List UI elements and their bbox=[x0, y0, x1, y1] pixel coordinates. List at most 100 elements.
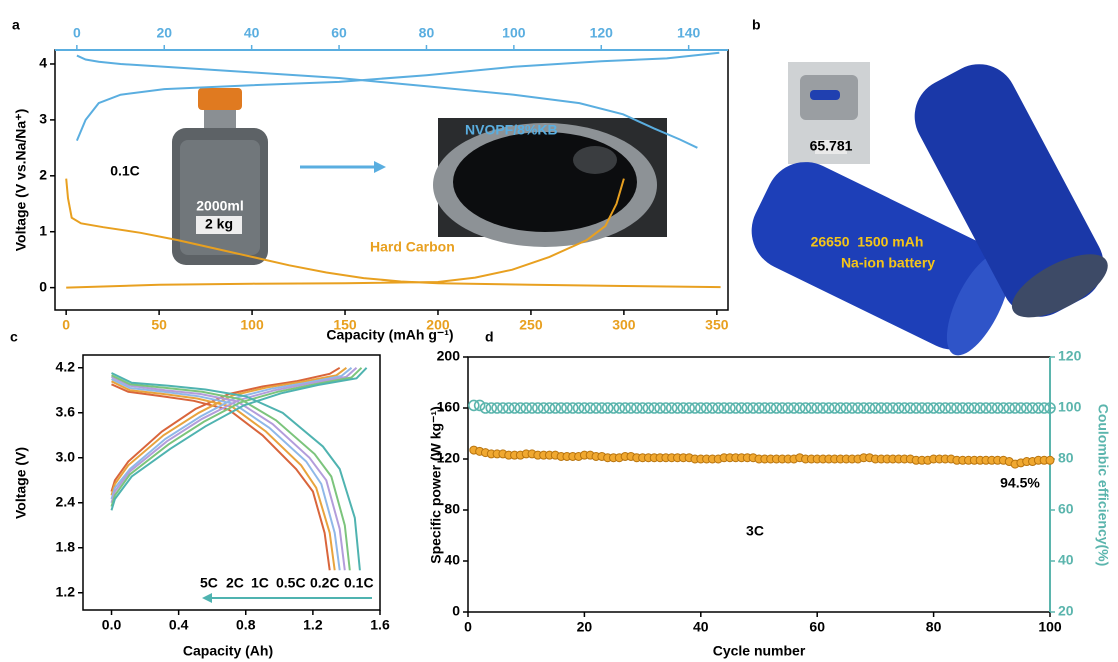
data-point bbox=[869, 402, 882, 414]
x2-tick-label: 100 bbox=[502, 25, 526, 41]
annotation: 3C bbox=[746, 523, 764, 539]
data-point bbox=[566, 402, 579, 414]
data-point bbox=[660, 402, 672, 414]
x-tick-label: 80 bbox=[926, 619, 942, 635]
data-point bbox=[793, 402, 806, 414]
x-tick-label: 350 bbox=[705, 317, 729, 333]
data-point bbox=[671, 402, 684, 414]
x-axis-label: Capacity (Ah) bbox=[183, 643, 273, 659]
data-point bbox=[799, 402, 812, 414]
data-point bbox=[881, 402, 893, 414]
data-point bbox=[945, 402, 957, 414]
data-line bbox=[110, 367, 353, 571]
data-line bbox=[75, 51, 720, 149]
x2-tick-label: 0 bbox=[73, 25, 81, 41]
data-line bbox=[110, 367, 363, 571]
series-label: NVOPF/8%KB bbox=[465, 122, 558, 138]
data-point bbox=[933, 402, 946, 414]
data-point bbox=[741, 402, 754, 414]
x-tick-label: 20 bbox=[577, 619, 593, 635]
data-point bbox=[1009, 402, 1021, 414]
data-point bbox=[956, 402, 969, 414]
data-point bbox=[625, 402, 637, 414]
data-point bbox=[1026, 402, 1039, 414]
y-tick-label: 4 bbox=[39, 55, 47, 71]
data-point bbox=[939, 402, 952, 414]
x-tick-label: 1.2 bbox=[303, 617, 323, 633]
data-point bbox=[654, 402, 666, 414]
y2-tick-label: 20 bbox=[1058, 603, 1074, 619]
data-point bbox=[508, 402, 521, 414]
data-point bbox=[910, 402, 922, 414]
panel-label: d bbox=[485, 329, 494, 345]
y-axis-label: Voltage (V vs.Na/Na⁺) bbox=[13, 109, 29, 252]
data-point bbox=[700, 402, 713, 414]
scale-reading: 65.781 bbox=[810, 138, 853, 154]
data-point bbox=[1015, 402, 1027, 414]
data-point bbox=[1044, 402, 1056, 414]
data-point bbox=[561, 402, 573, 414]
x-tick-label: 150 bbox=[333, 317, 357, 333]
data-point bbox=[706, 402, 719, 414]
data-point bbox=[764, 402, 777, 414]
y2-axis-label: Coulombic efficiency(%) bbox=[1095, 404, 1111, 567]
data-point bbox=[555, 402, 567, 414]
y-tick-label: 1.8 bbox=[56, 538, 76, 554]
data-point bbox=[1032, 402, 1045, 414]
data-line bbox=[110, 367, 368, 571]
data-point bbox=[817, 402, 829, 414]
battery-label: 26650 1500 mAh bbox=[811, 234, 924, 250]
y-axis-label: Specific power (W kg⁻¹) bbox=[428, 406, 444, 564]
y-tick-label: 3.6 bbox=[56, 403, 76, 419]
y-tick-label: 3.0 bbox=[56, 448, 76, 464]
data-line bbox=[65, 178, 721, 289]
data-point bbox=[468, 399, 480, 412]
x-tick-label: 0 bbox=[62, 317, 70, 333]
data-point bbox=[729, 402, 742, 414]
x-tick-label: 1.6 bbox=[370, 617, 390, 633]
data-point bbox=[805, 402, 818, 414]
data-point bbox=[630, 402, 643, 414]
battery-label: Na-ion battery bbox=[841, 255, 935, 271]
x-axis-label: Cycle number bbox=[713, 643, 806, 659]
x2-tick-label: 120 bbox=[590, 25, 614, 41]
annotation: 0.1C bbox=[110, 163, 140, 179]
series-label: Hard Carbon bbox=[370, 239, 455, 255]
data-point bbox=[823, 402, 835, 414]
x-tick-label: 50 bbox=[151, 317, 167, 333]
data-point bbox=[526, 402, 538, 414]
data-point bbox=[572, 402, 585, 414]
plot-frame bbox=[82, 354, 381, 611]
x-tick-label: 0.8 bbox=[236, 617, 256, 633]
y2-tick-label: 40 bbox=[1058, 552, 1074, 568]
data-point bbox=[863, 402, 876, 414]
y-tick-label: 40 bbox=[444, 552, 460, 568]
plot-frame bbox=[467, 356, 1051, 613]
legend-entry: 0.5C bbox=[276, 575, 306, 591]
data-point bbox=[607, 402, 620, 414]
data-point bbox=[875, 402, 888, 414]
data-point bbox=[636, 402, 649, 414]
data-point bbox=[648, 402, 661, 414]
y-tick-label: 0 bbox=[39, 278, 47, 294]
data-point bbox=[596, 402, 608, 414]
bottle-photo bbox=[172, 88, 268, 265]
data-point bbox=[834, 402, 847, 414]
data-point bbox=[514, 402, 527, 414]
data-point bbox=[485, 402, 498, 414]
x-tick-label: 100 bbox=[240, 317, 264, 333]
data-point bbox=[584, 402, 597, 414]
data-point bbox=[665, 402, 678, 414]
annotation: 94.5% bbox=[1000, 475, 1040, 491]
data-point bbox=[689, 402, 701, 414]
x-axis-label: Capacity (mAh g⁻¹) bbox=[326, 327, 453, 343]
x2-tick-label: 20 bbox=[156, 25, 172, 41]
y-tick-label: 200 bbox=[437, 348, 461, 364]
arrow bbox=[300, 161, 386, 173]
y-tick-label: 0 bbox=[452, 603, 460, 619]
x-tick-label: 60 bbox=[809, 619, 825, 635]
data-line bbox=[110, 367, 358, 571]
data-point bbox=[974, 402, 986, 414]
data-point bbox=[613, 402, 626, 414]
